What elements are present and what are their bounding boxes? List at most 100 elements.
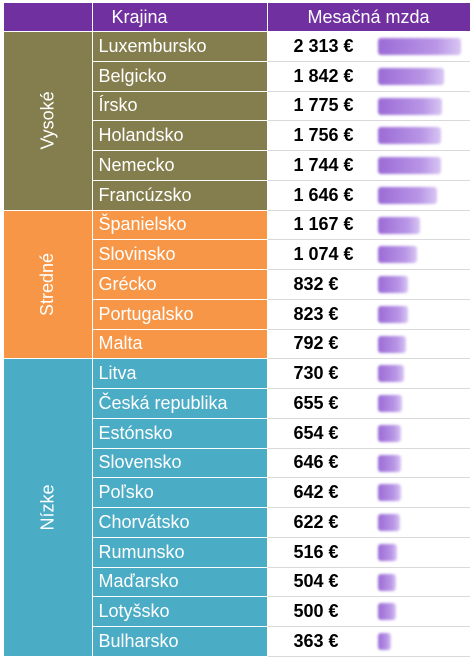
table-row: Portugalsko 823 € <box>4 299 470 330</box>
table-row: Belgicko 1 842 € <box>4 61 470 92</box>
table-row: Česká republika 655 € <box>4 388 470 419</box>
tier-label-cell: Nízke <box>4 358 93 657</box>
bar-cell <box>368 329 470 360</box>
wage-cell: 500 € <box>267 596 368 627</box>
wage-cell: 516 € <box>267 537 368 568</box>
wage-bar <box>378 127 441 145</box>
bar-cell <box>368 388 470 419</box>
wage-bar <box>378 514 400 531</box>
wage-bar <box>378 573 396 591</box>
bar-cell <box>368 596 470 627</box>
bar-cell <box>368 210 470 241</box>
table-row: Estónsko 654 € <box>4 418 470 449</box>
bar-cell <box>368 626 470 657</box>
table-row: Slovinsko 1 074 € <box>4 239 470 270</box>
bar-cell <box>368 120 470 151</box>
table-row: Nízke Litva 730 € <box>4 358 470 657</box>
wage-bar <box>378 38 461 55</box>
header-row: Krajina Mesačná mzda <box>4 3 471 32</box>
wage-cell: 1 167 € <box>267 210 368 241</box>
bar-cell <box>368 91 470 122</box>
country-cell: Chorvátsko <box>92 507 268 538</box>
bar-cell <box>368 507 470 538</box>
wage-cell: 646 € <box>267 448 368 479</box>
wage-bar <box>378 216 420 234</box>
table-body: Vysoké Luxembursko 2 313 € Belgicko 1 842 € Í… <box>4 31 470 657</box>
wage-cell: 655 € <box>267 388 368 419</box>
tier-label-cell: Vysoké <box>4 31 93 211</box>
wage-cell: 1 775 € <box>267 91 368 122</box>
wage-bar <box>378 335 406 353</box>
bar-cell <box>368 567 470 598</box>
table-row: Grécko 832 € <box>4 269 470 300</box>
wage-cell: 654 € <box>267 418 368 449</box>
country-cell: Litva <box>92 358 268 389</box>
wage-cell: 2 313 € <box>267 31 368 62</box>
country-cell: Česká republika <box>92 388 268 419</box>
table-row: Írsko 1 775 € <box>4 91 470 122</box>
country-cell: Estónsko <box>92 418 268 449</box>
table-row: Poľsko 642 € <box>4 477 470 508</box>
bar-cell <box>368 418 470 449</box>
tier-label-cell: Stredné <box>4 210 93 360</box>
country-cell: Španielsko <box>92 210 268 241</box>
wage-bar <box>378 603 396 621</box>
table-row: Nemecko 1 744 € <box>4 150 470 181</box>
table-row: Slovensko 646 € <box>4 448 470 479</box>
table-row: Rumunsko 516 € <box>4 537 470 568</box>
wage-cell: 1 842 € <box>267 61 368 92</box>
country-cell: Írsko <box>92 91 268 122</box>
wage-bar <box>378 186 437 204</box>
country-cell: Holandsko <box>92 120 268 151</box>
bar-cell <box>368 358 470 389</box>
wage-cell: 622 € <box>267 507 368 538</box>
country-cell: Portugalsko <box>92 299 268 330</box>
table-row: Chorvátsko 622 € <box>4 507 470 538</box>
bar-cell <box>368 31 470 62</box>
table-row: Holandsko 1 756 € <box>4 120 470 151</box>
country-cell: Slovensko <box>92 448 268 479</box>
wage-bar <box>378 454 401 472</box>
country-cell: Poľsko <box>92 477 268 508</box>
wage-cell: 730 € <box>267 358 368 389</box>
country-cell: Belgicko <box>92 61 268 92</box>
header-group-cell <box>4 3 93 32</box>
country-cell: Francúzsko <box>92 180 268 211</box>
wage-bar <box>378 365 404 383</box>
country-cell: Slovinsko <box>92 239 268 270</box>
wage-bar <box>378 305 408 323</box>
bar-cell <box>368 448 470 479</box>
tier-label: Nízke <box>37 484 58 531</box>
wage-cell: 642 € <box>267 477 368 508</box>
wage-bar <box>378 424 401 442</box>
header-country: Krajina <box>92 3 268 32</box>
table-row: Francúzsko 1 646 € <box>4 180 470 211</box>
bar-cell <box>368 477 470 508</box>
wage-bar <box>378 543 397 561</box>
wage-bar <box>378 246 417 264</box>
bar-cell <box>368 180 470 211</box>
country-cell: Bulharsko <box>92 626 268 657</box>
wage-table: Krajina Mesačná mzda Vysoké Luxembursko 2 … <box>4 3 471 657</box>
bar-cell <box>368 61 470 92</box>
bar-cell <box>368 269 470 300</box>
bar-cell <box>368 537 470 568</box>
wage-table-container: Krajina Mesačná mzda Vysoké Luxembursko 2 … <box>4 3 471 657</box>
table-row: Vysoké Luxembursko 2 313 € <box>4 31 470 211</box>
country-cell: Grécko <box>92 269 268 300</box>
wage-cell: 823 € <box>267 299 368 330</box>
wage-bar <box>378 633 391 650</box>
wage-bar <box>378 395 402 412</box>
country-cell: Nemecko <box>92 150 268 181</box>
wage-cell: 1 744 € <box>267 150 368 181</box>
country-cell: Malta <box>92 329 268 360</box>
wage-cell: 1 756 € <box>267 120 368 151</box>
tier-label: Stredné <box>37 252 58 316</box>
wage-cell: 363 € <box>267 626 368 657</box>
bar-cell <box>368 299 470 330</box>
header-wage: Mesačná mzda <box>267 3 471 32</box>
country-cell: Lotyšsko <box>92 596 268 627</box>
table-row: Malta 792 € <box>4 329 470 360</box>
wage-bar <box>378 276 408 293</box>
country-cell: Luxembursko <box>92 31 268 62</box>
